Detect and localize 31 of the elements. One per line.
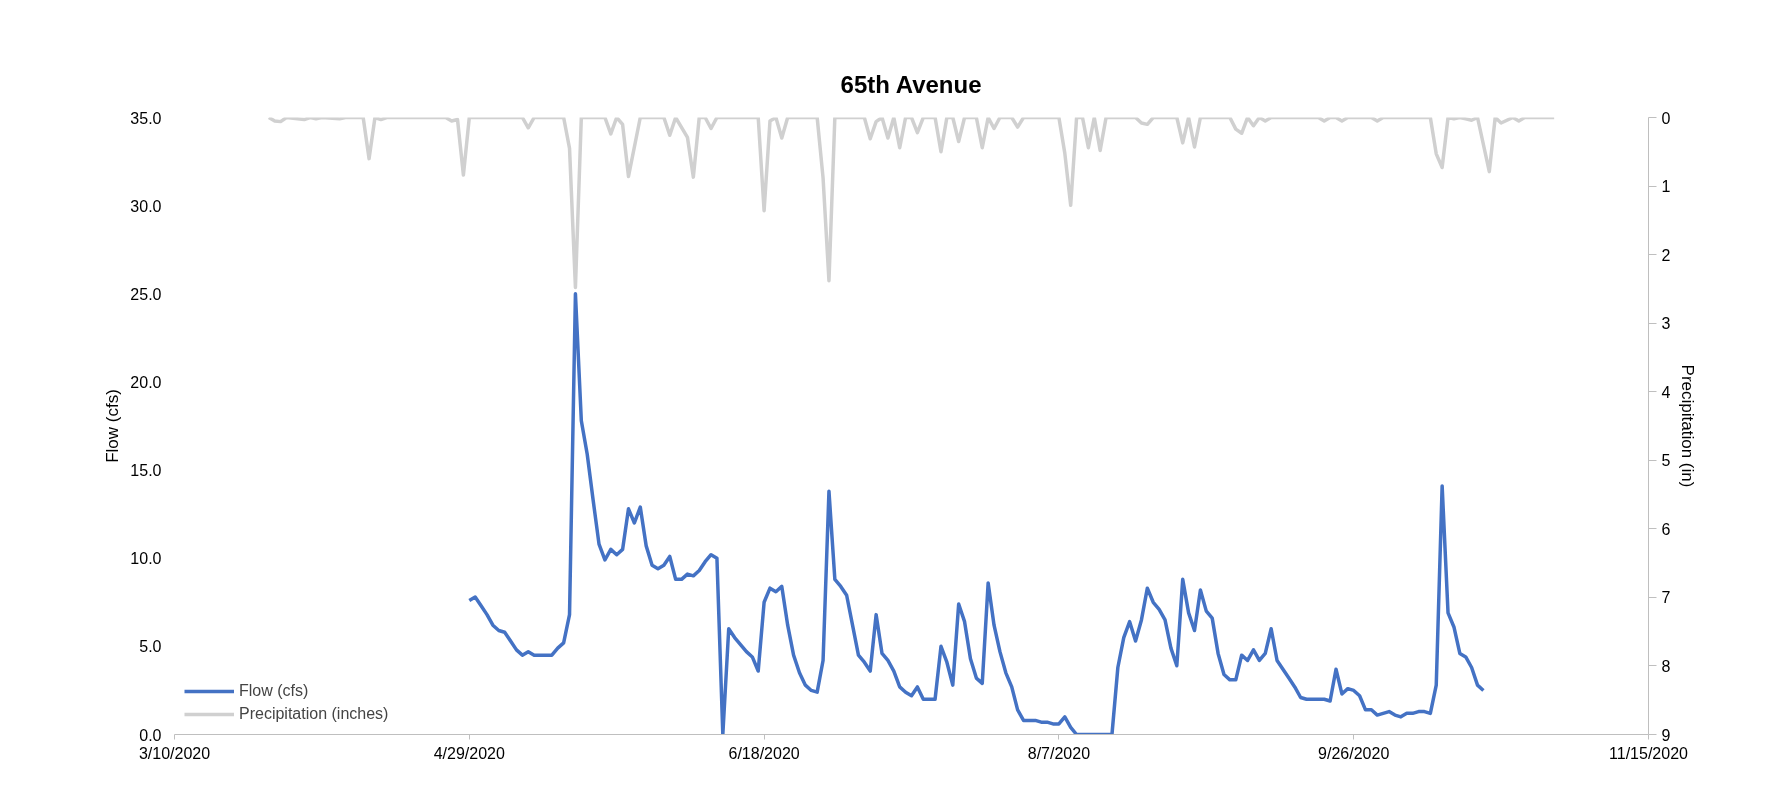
y2-tick-label: 8 bbox=[1661, 657, 1671, 675]
y2-tick-label: 2 bbox=[1661, 246, 1671, 264]
x-tick-label: 8/7/2020 bbox=[1027, 744, 1091, 762]
y2-tick-label: 6 bbox=[1661, 520, 1671, 538]
x-tick-label: 11/15/2020 bbox=[1609, 744, 1689, 762]
y-tick-label: 5.0 bbox=[139, 638, 162, 656]
y-axis-title: Flow (cfs) bbox=[103, 389, 123, 463]
x-tick-label: 9/26/2020 bbox=[1318, 744, 1390, 762]
y2-tick-label: 4 bbox=[1661, 383, 1671, 401]
y-tick-label: 0.0 bbox=[139, 726, 162, 744]
y2-tick-label: 3 bbox=[1661, 315, 1671, 333]
y2-tick-label: 9 bbox=[1661, 726, 1671, 744]
chart-title: 65th Avenue bbox=[840, 70, 982, 98]
x-tick-label: 3/10/2020 bbox=[138, 744, 211, 762]
x-tick-label: 6/18/2020 bbox=[728, 744, 800, 762]
y2-tick-label: 0 bbox=[1661, 109, 1671, 127]
y-tick-label: 20.0 bbox=[130, 373, 162, 391]
y-tick-label: 30.0 bbox=[130, 197, 162, 215]
y2-axis-title: Precipitation (in) bbox=[1678, 364, 1698, 488]
y-tick-label: 35.0 bbox=[130, 109, 162, 127]
line-series bbox=[467, 292, 1486, 735]
y2-tick-label: 7 bbox=[1661, 589, 1671, 607]
y-tick-label: 15.0 bbox=[130, 462, 162, 480]
y-tick-label: 25.0 bbox=[130, 285, 162, 303]
y2-tick-label: 5 bbox=[1661, 452, 1671, 470]
legend-label: Precipitation (inches) bbox=[239, 705, 389, 723]
y-tick-label: 10.0 bbox=[130, 550, 162, 568]
y2-tick-label: 1 bbox=[1661, 178, 1671, 196]
legend-label: Flow (cfs) bbox=[239, 682, 309, 700]
line-series bbox=[267, 117, 1556, 290]
x-tick-label: 4/29/2020 bbox=[433, 744, 505, 762]
